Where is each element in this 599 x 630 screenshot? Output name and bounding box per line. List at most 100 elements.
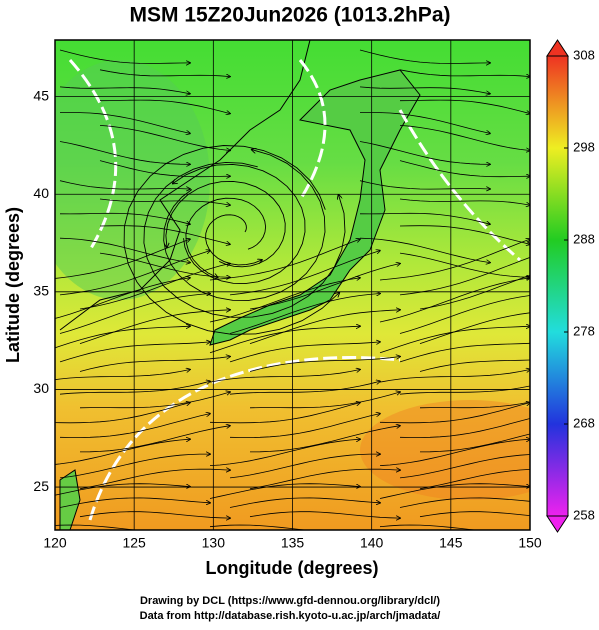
streamline (419, 468, 530, 490)
axes: 120 125 130 135 140 145 150 25 30 35 40 45 (33, 40, 542, 551)
streamline (229, 454, 380, 479)
streamline (379, 439, 530, 466)
streamline (399, 418, 530, 438)
streamline (249, 357, 400, 372)
streamline (399, 252, 530, 277)
streamline (399, 454, 530, 479)
streamline (99, 198, 230, 205)
streamline (79, 511, 230, 518)
streamline (209, 483, 360, 499)
streamline (55, 483, 190, 496)
streamline (209, 278, 360, 323)
colorbar-extend (546, 515, 569, 533)
streamline (249, 264, 400, 310)
streamline (59, 414, 210, 438)
y-tick-label: 25 (33, 478, 49, 494)
streamline (59, 86, 190, 94)
x-tick-label: 145 (439, 535, 463, 551)
streamline (359, 86, 490, 94)
streamline (79, 357, 230, 372)
map-layer (55, 40, 530, 530)
streamline (399, 342, 530, 363)
x-tick-label: 130 (202, 535, 226, 551)
footer-text: Drawing by DCL (https://www.gfd-dennou.o… (140, 595, 440, 607)
coastline (59, 469, 81, 530)
streamline (229, 342, 380, 363)
y-tick-label: 45 (33, 87, 49, 103)
streamline (209, 524, 360, 530)
streamline (59, 342, 210, 363)
colorbar-tick-label: 278 (573, 323, 595, 338)
y-tick-label: 40 (33, 185, 49, 201)
streamline (209, 403, 360, 424)
streamline (229, 251, 380, 296)
streamline (379, 370, 530, 383)
streamline (379, 403, 530, 424)
streamline (143, 161, 346, 318)
streamline (399, 295, 530, 334)
streamline (79, 469, 230, 490)
streamline (229, 414, 380, 438)
x-tick-label: 125 (122, 535, 146, 551)
streamline (359, 49, 490, 64)
streamline (185, 197, 267, 277)
streamline (229, 381, 380, 395)
x-tick-label: 150 (518, 535, 542, 551)
streamline (99, 99, 230, 114)
streamline (359, 212, 490, 224)
streamline (79, 392, 230, 409)
streamline (379, 524, 530, 530)
streamline (359, 237, 490, 262)
streamline (249, 426, 400, 453)
streamline (249, 511, 400, 518)
streamline (399, 225, 530, 245)
streamline (399, 69, 530, 77)
streamline (399, 385, 530, 395)
x-tick-label: 140 (360, 535, 384, 551)
streamline (399, 160, 530, 177)
streamline (99, 125, 230, 150)
streamline (399, 256, 530, 296)
streamline (359, 112, 490, 134)
streamline (399, 497, 530, 508)
streamline (55, 326, 190, 349)
streamline (59, 237, 190, 262)
streamline (59, 141, 190, 165)
streamline (209, 326, 360, 354)
streamline (166, 180, 286, 268)
streamline (59, 381, 210, 395)
streamline (99, 69, 230, 77)
streamline (59, 497, 210, 508)
colorbar-tick-label: 298 (573, 139, 595, 154)
streamline (419, 511, 530, 518)
streamline (249, 310, 400, 344)
streamline (99, 225, 230, 245)
streamline (399, 99, 530, 114)
streamline (59, 112, 190, 134)
streamline (55, 439, 190, 465)
streamline (209, 239, 360, 281)
streamline (419, 359, 530, 372)
streamline (99, 252, 230, 277)
streamline (419, 433, 530, 453)
streamline (419, 401, 530, 409)
streamline (399, 125, 530, 150)
colorbar-tick-label: 268 (573, 415, 595, 430)
streamline (59, 454, 210, 479)
streamline (379, 278, 530, 323)
streamline (379, 239, 530, 281)
x-axis-label: Longitude (degrees) (205, 558, 378, 578)
chart-title: MSM 15Z20Jun2026 (1013.2hPa) (130, 4, 451, 27)
colorbar-tick-label: 288 (573, 231, 595, 246)
streamline (209, 370, 360, 383)
footer-text: Data from http://database.rish.kyoto-u.a… (140, 610, 441, 622)
streamline (55, 278, 190, 319)
streamline (79, 264, 230, 310)
streamline (79, 426, 230, 453)
streamline (173, 163, 306, 285)
y-tick-label: 30 (33, 380, 49, 396)
plot-frame (54, 39, 531, 531)
streamline (79, 310, 230, 344)
streamline (55, 239, 190, 279)
